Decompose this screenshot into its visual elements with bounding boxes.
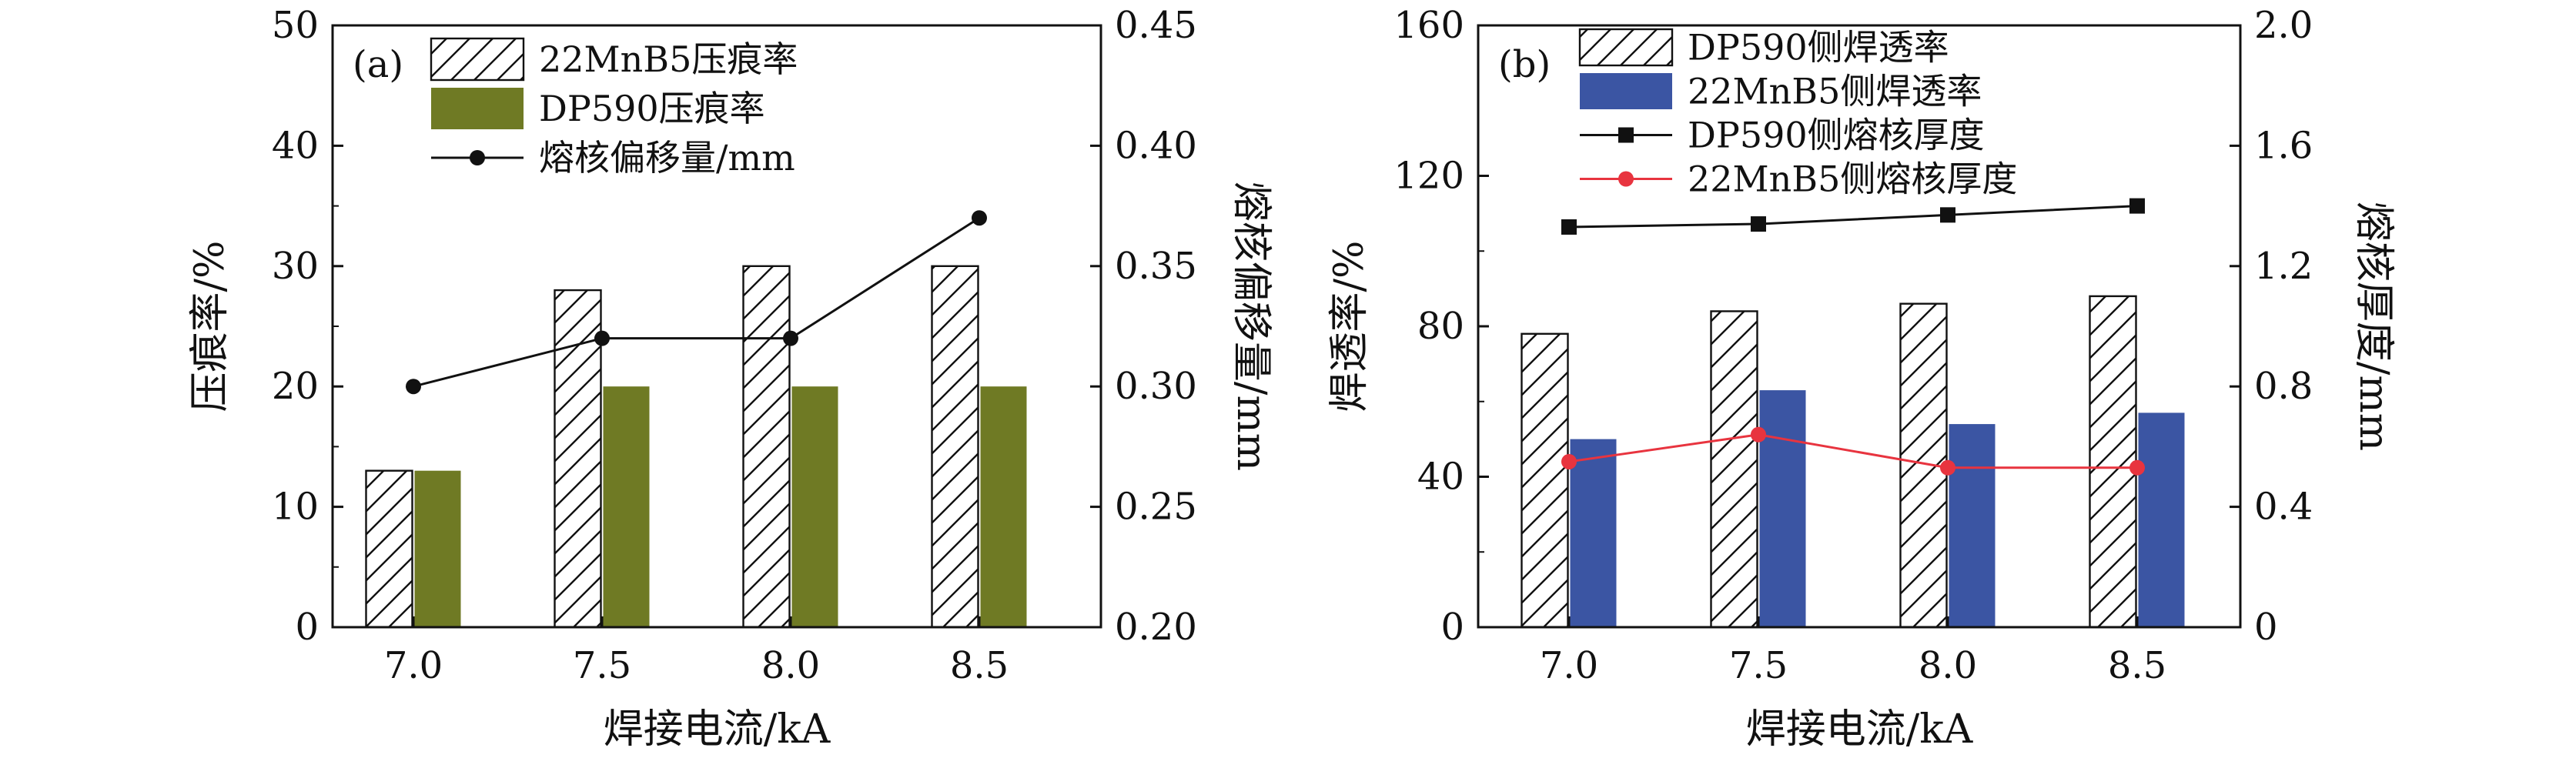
bar-hatch-7.5 — [1710, 310, 1758, 629]
y2-tick-label: 0.45 — [1115, 4, 1197, 47]
y-tick-label: 10 — [272, 486, 319, 529]
point-square-7.5 — [1751, 216, 1766, 232]
y2-tick-label: 1.6 — [2254, 124, 2313, 167]
x-tick-label: 8.0 — [1919, 644, 1977, 687]
panel-label: (b) — [1498, 43, 1551, 86]
bar-blue-7.0 — [1570, 439, 1617, 627]
bar-blue-8.0 — [1949, 424, 1996, 627]
y-tick-label: 160 — [1393, 4, 1464, 47]
point-circle-7.5 — [1751, 426, 1766, 442]
x-tick-label: 8.5 — [950, 644, 1009, 687]
x-tick-label: 7.0 — [1540, 644, 1598, 687]
x-axis-title: 焊接电流/kA — [604, 706, 831, 753]
y2-axis-title: 熔核偏移量/mm — [1228, 182, 1274, 471]
bar-hatch-8.5 — [931, 265, 979, 629]
point-circle-7.5 — [594, 330, 610, 346]
legend-label: 22MnB5侧焊透率 — [1688, 71, 1982, 112]
legend-label: DP590压痕率 — [539, 88, 765, 129]
point-circle-8.5 — [972, 210, 987, 226]
bar-hatch-8.5 — [2089, 295, 2137, 629]
y-tick-label: 80 — [1417, 305, 1464, 348]
series-line-black — [1568, 205, 2138, 229]
y-tick-label: 50 — [272, 4, 319, 47]
y-tick-label: 120 — [1393, 155, 1464, 198]
panel-label: (a) — [353, 43, 403, 86]
y-tick-label: 30 — [272, 245, 319, 288]
legend-label: 熔核偏移量/mm — [539, 137, 795, 179]
y2-tick-label: 0.25 — [1115, 486, 1197, 529]
legend-label: 22MnB5压痕率 — [539, 38, 798, 80]
legend-swatch-hatch — [1578, 28, 1674, 67]
series-line-black — [413, 216, 980, 388]
y2-tick-label: 2.0 — [2254, 4, 2313, 47]
chart-panel-b: 0 40 80 120 160 0 0.4 0.8 1.2 1.6 2.0 7.0 7.5 8.0 8.5 焊… — [1326, 4, 2397, 753]
y2-tick-label: 0 — [2254, 606, 2278, 649]
x-tick-label: 8.0 — [761, 644, 820, 687]
bar-green-8.0 — [791, 386, 838, 627]
chart-panel-a: 0 10 20 30 40 50 0.20 0.25 0.30 0.35 0.40 0.45 7.0 7.… — [187, 4, 1274, 753]
series-line-red — [1568, 433, 2137, 469]
bar-hatch-7.5 — [554, 289, 602, 629]
point-square-8.5 — [2129, 198, 2145, 214]
legend-marker-circle — [470, 150, 485, 165]
bar-green-8.5 — [980, 386, 1027, 627]
legend-label: DP590侧熔核厚度 — [1688, 115, 1985, 156]
y-axis-title: 焊透率/% — [1326, 241, 1373, 412]
x-tick-label: 7.0 — [384, 644, 443, 687]
legend-swatch-hatch — [430, 37, 525, 82]
legend-marker-square — [1618, 127, 1634, 143]
y-axis-title: 压痕率/% — [187, 241, 233, 412]
x-tick-label: 7.5 — [1729, 644, 1788, 687]
y-tick-label: 20 — [272, 365, 319, 408]
bar-blue-8.5 — [2138, 412, 2185, 627]
y2-tick-label: 1.2 — [2254, 245, 2313, 288]
y2-tick-label: 0.35 — [1115, 245, 1197, 288]
point-circle-7.0 — [1561, 453, 1577, 469]
x-tick-label: 8.5 — [2108, 644, 2166, 687]
y2-tick-label: 0.8 — [2254, 365, 2313, 408]
point-circle-8.5 — [2129, 459, 2145, 476]
y2-tick-label: 0.20 — [1115, 606, 1197, 649]
y2-tick-label: 0.40 — [1115, 124, 1197, 167]
bar-blue-7.5 — [1759, 390, 1806, 627]
legend-swatch-green — [431, 88, 524, 129]
y-tick-label: 40 — [272, 124, 319, 167]
bar-hatch-8.0 — [742, 265, 791, 629]
y2-tick-label: 0.30 — [1115, 365, 1197, 408]
point-square-8.0 — [1940, 207, 1955, 223]
point-circle-8.0 — [1940, 459, 1955, 476]
legend-swatch-blue — [1580, 73, 1672, 109]
y-tick-label: 0 — [295, 606, 319, 649]
point-circle-7.0 — [406, 379, 421, 395]
y2-axis-title: 熔核厚度/mm — [2350, 202, 2397, 451]
legend-marker-circle — [1618, 171, 1634, 187]
bar-green-7.5 — [603, 386, 650, 627]
x-tick-label: 7.5 — [573, 644, 631, 687]
y2-tick-label: 0.4 — [2254, 486, 2313, 529]
bar-hatch-7.0 — [1521, 332, 1569, 629]
point-square-7.0 — [1561, 219, 1577, 235]
point-circle-8.0 — [783, 330, 798, 346]
bar-hatch-7.0 — [365, 469, 413, 629]
bar-green-7.0 — [414, 470, 461, 627]
legend-label: 22MnB5侧熔核厚度 — [1688, 159, 2017, 200]
x-axis-title: 焊接电流/kA — [1746, 706, 1974, 753]
legend-label: DP590侧焊透率 — [1688, 27, 1949, 68]
y-tick-label: 40 — [1417, 456, 1464, 499]
y-tick-label: 0 — [1440, 606, 1464, 649]
